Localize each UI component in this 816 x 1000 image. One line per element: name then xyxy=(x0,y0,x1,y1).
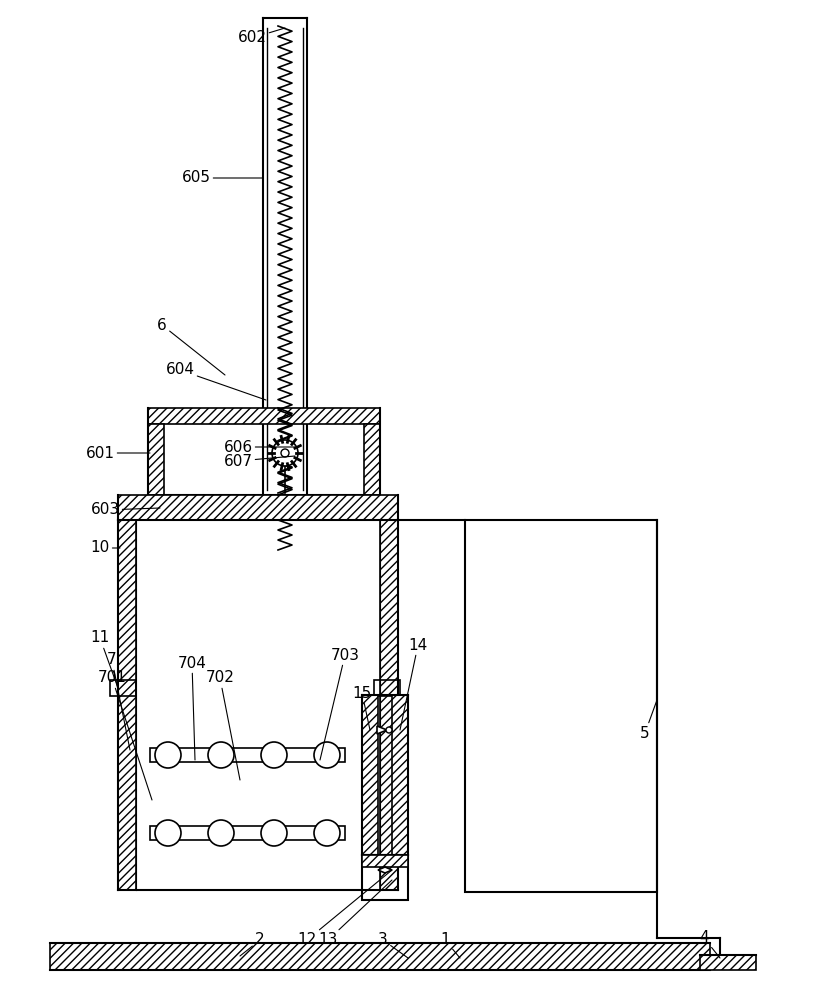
Text: 603: 603 xyxy=(91,502,160,518)
Bar xyxy=(380,520,398,890)
Bar xyxy=(150,826,345,840)
Text: 605: 605 xyxy=(181,170,263,186)
Polygon shape xyxy=(378,867,392,873)
Text: 15: 15 xyxy=(353,686,371,730)
Text: 601: 601 xyxy=(86,446,150,460)
Text: 11: 11 xyxy=(91,631,118,688)
Bar xyxy=(118,520,136,890)
Text: 3: 3 xyxy=(378,932,408,958)
Bar xyxy=(700,955,756,970)
Text: 704: 704 xyxy=(178,656,206,760)
Bar xyxy=(148,408,380,424)
Text: 12: 12 xyxy=(297,870,392,948)
Circle shape xyxy=(314,820,340,846)
Bar xyxy=(392,695,408,855)
Bar xyxy=(362,695,378,855)
Text: 13: 13 xyxy=(318,880,392,948)
Bar xyxy=(362,855,408,867)
Circle shape xyxy=(314,742,340,768)
Circle shape xyxy=(155,820,181,846)
Circle shape xyxy=(261,742,287,768)
Bar xyxy=(150,748,345,762)
Bar xyxy=(362,855,408,900)
Text: 703: 703 xyxy=(320,648,360,760)
Text: 607: 607 xyxy=(224,454,295,468)
Text: 6: 6 xyxy=(157,318,225,375)
Text: 5: 5 xyxy=(641,700,657,740)
Text: 701: 701 xyxy=(98,670,152,800)
Circle shape xyxy=(155,742,181,768)
Bar xyxy=(110,680,136,696)
Circle shape xyxy=(208,820,234,846)
Circle shape xyxy=(261,820,287,846)
Bar xyxy=(364,424,380,495)
Circle shape xyxy=(272,440,298,466)
Bar xyxy=(118,495,398,520)
Text: 4: 4 xyxy=(699,930,720,958)
Text: 604: 604 xyxy=(166,362,266,400)
Polygon shape xyxy=(377,726,387,734)
Text: 702: 702 xyxy=(206,670,240,780)
Text: 7: 7 xyxy=(107,652,130,750)
Text: 602: 602 xyxy=(237,28,285,45)
Circle shape xyxy=(208,742,234,768)
Text: 1: 1 xyxy=(440,932,460,958)
Text: 2: 2 xyxy=(240,932,265,956)
Text: 606: 606 xyxy=(224,440,295,454)
Text: 14: 14 xyxy=(400,638,428,730)
Bar xyxy=(50,943,710,970)
Text: 10: 10 xyxy=(91,540,120,556)
Bar xyxy=(148,424,164,495)
Circle shape xyxy=(281,449,289,457)
Bar xyxy=(374,680,400,696)
Circle shape xyxy=(386,727,392,733)
Bar xyxy=(465,520,657,892)
